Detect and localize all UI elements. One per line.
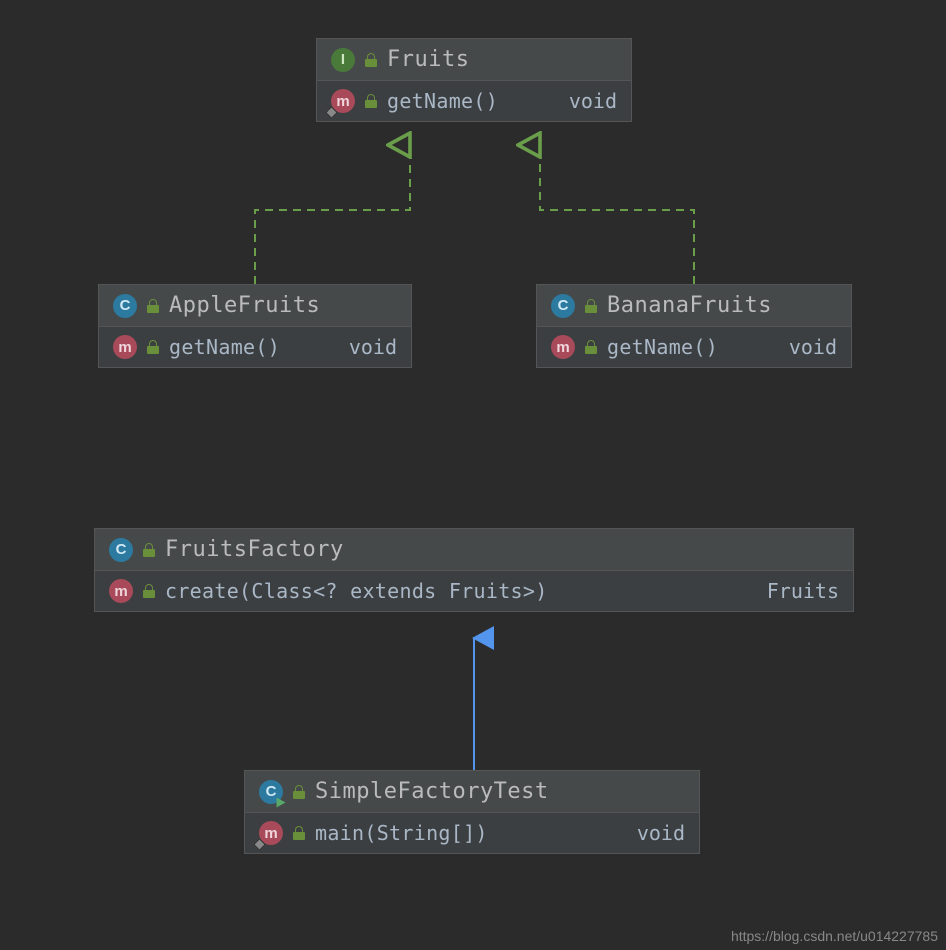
member-return-type: void — [349, 335, 397, 359]
marker-overlay-icon — [253, 838, 266, 851]
class-member-row: m getName() void — [99, 327, 411, 367]
watermark-text: https://blog.csdn.net/u014227785 — [731, 928, 938, 944]
lock-icon — [293, 785, 305, 799]
class-header: I Fruits — [317, 39, 631, 81]
class-badge-icon: C — [259, 780, 283, 804]
interface-badge-icon: I — [331, 48, 355, 72]
class-badge-icon: C — [109, 538, 133, 562]
class-badge-icon: C — [113, 294, 137, 318]
class-name-label: Fruits — [387, 47, 469, 72]
runnable-overlay-icon — [277, 797, 286, 807]
class-box-bananaFruits: C BananaFruits m getName() void — [536, 284, 852, 368]
class-header: C SimpleFactoryTest — [245, 771, 699, 813]
class-name-label: AppleFruits — [169, 293, 320, 318]
lock-icon — [147, 340, 159, 354]
class-header: C FruitsFactory — [95, 529, 853, 571]
lock-icon — [585, 299, 597, 313]
class-box-appleFruits: C AppleFruits m getName() void — [98, 284, 412, 368]
class-box-fruits: I Fruits m getName() void — [316, 38, 632, 122]
class-member-row: m create(Class<? extends Fruits>) Fruits — [95, 571, 853, 611]
method-badge-icon: m — [331, 89, 355, 113]
member-signature: create(Class<? extends Fruits>) — [165, 579, 548, 603]
class-header: C BananaFruits — [537, 285, 851, 327]
edge-bananaFruits-to-fruits — [540, 145, 694, 284]
lock-icon — [365, 94, 377, 108]
lock-icon — [365, 53, 377, 67]
lock-icon — [143, 543, 155, 557]
class-member-row: m getName() void — [317, 81, 631, 121]
lock-icon — [293, 826, 305, 840]
member-signature: getName() — [607, 335, 718, 359]
lock-icon — [143, 584, 155, 598]
lock-icon — [585, 340, 597, 354]
method-badge-icon: m — [109, 579, 133, 603]
member-return-type: void — [637, 821, 685, 845]
marker-overlay-icon — [325, 106, 338, 119]
class-header: C AppleFruits — [99, 285, 411, 327]
edge-appleFruits-to-fruits — [255, 145, 410, 284]
class-member-row: m main(String[]) void — [245, 813, 699, 853]
member-return-type: void — [789, 335, 837, 359]
class-name-label: BananaFruits — [607, 293, 772, 318]
method-badge-icon: m — [259, 821, 283, 845]
class-box-fruitsFactory: C FruitsFactory m create(Class<? extends Fr… — [94, 528, 854, 612]
member-return-type: Fruits — [767, 579, 839, 603]
member-signature: getName() — [169, 335, 280, 359]
method-badge-icon: m — [551, 335, 575, 359]
class-name-label: SimpleFactoryTest — [315, 779, 549, 804]
method-badge-icon: m — [113, 335, 137, 359]
class-name-label: FruitsFactory — [165, 537, 344, 562]
class-box-simpleFactoryTest: C SimpleFactoryTest m main(String[]) void — [244, 770, 700, 854]
member-signature: getName() — [387, 89, 498, 113]
class-badge-icon: C — [551, 294, 575, 318]
lock-icon — [147, 299, 159, 313]
member-return-type: void — [569, 89, 617, 113]
class-member-row: m getName() void — [537, 327, 851, 367]
member-signature: main(String[]) — [315, 821, 488, 845]
